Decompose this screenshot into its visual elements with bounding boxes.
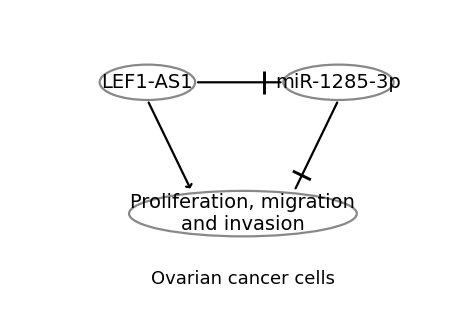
Text: LEF1-AS1: LEF1-AS1 [101, 73, 193, 92]
Text: Proliferation, migration
and invasion: Proliferation, migration and invasion [130, 193, 356, 234]
Text: Ovarian cancer cells: Ovarian cancer cells [151, 270, 335, 288]
Text: miR-1285-3p: miR-1285-3p [275, 73, 401, 92]
